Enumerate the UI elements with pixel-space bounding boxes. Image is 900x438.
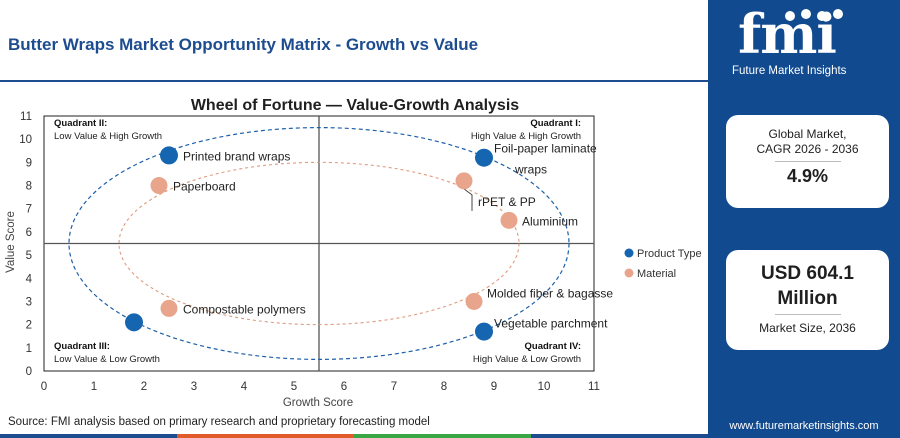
y-tick-label: 6 bbox=[26, 227, 32, 239]
product-type-point bbox=[125, 313, 143, 332]
legend-label: Material bbox=[637, 268, 676, 280]
x-tick-label: 11 bbox=[588, 381, 600, 393]
quadrant-labels: Quadrant II: Low Value & High Growth Quadr… bbox=[54, 118, 581, 365]
chart-title: Wheel of Fortune — Value-Growth Analysis bbox=[191, 97, 519, 114]
x-tick-label: 10 bbox=[538, 381, 551, 393]
x-tick-label: 0 bbox=[41, 381, 47, 393]
chart-legend: Product Type Material bbox=[624, 248, 702, 280]
point-label: Paperboard bbox=[173, 180, 236, 194]
y-axis-label: Value Score bbox=[5, 211, 17, 273]
product-type-point bbox=[475, 322, 493, 341]
cagr-label-line2: CAGR 2026 - 2036 bbox=[756, 142, 859, 156]
x-tick-label: 7 bbox=[391, 381, 397, 393]
quadrant-title: Quadrant III: bbox=[54, 341, 110, 352]
cagr-label-line1: Global Market, bbox=[768, 127, 847, 141]
logo-subtitle: Future Market Insights bbox=[732, 65, 847, 77]
title-divider bbox=[0, 80, 708, 82]
axes-group: 0 1 2 3 4 5 6 7 8 9 10 11 0 1 2 3 4 5 6 7 8 9 10 11 bbox=[19, 111, 600, 393]
website-link[interactable]: www.futuremarketinsights.com bbox=[729, 420, 879, 432]
page-title: Butter Wraps Market Opportunity Matrix -… bbox=[8, 35, 479, 54]
market-size-label: Market Size, 2036 bbox=[759, 321, 856, 335]
y-tick-label: 5 bbox=[26, 250, 32, 262]
x-tick-label: 2 bbox=[141, 381, 147, 393]
y-tick-label: 0 bbox=[26, 366, 32, 378]
quadrant-title: Quadrant II: bbox=[54, 118, 107, 129]
data-points bbox=[125, 146, 518, 341]
quadrant-desc: Low Value & High Growth bbox=[54, 131, 162, 142]
x-tick-label: 6 bbox=[341, 381, 347, 393]
product-type-point bbox=[160, 146, 178, 165]
legend-marker bbox=[624, 248, 634, 258]
logo-wordmark: fmi bbox=[738, 2, 837, 66]
x-tick-label: 5 bbox=[291, 381, 297, 393]
source-note: Source: FMI analysis based on primary re… bbox=[8, 416, 430, 428]
quadrant-title: Quadrant I: bbox=[530, 118, 581, 129]
market-size-value-line1: USD 604.1 bbox=[761, 263, 854, 284]
point-label: Printed brand wraps bbox=[183, 149, 290, 163]
point-label: Molded fiber & bagasse bbox=[487, 286, 613, 300]
point-label: Vegetable parchment bbox=[494, 317, 608, 331]
x-tick-label: 8 bbox=[441, 381, 447, 393]
market-size-divider bbox=[774, 314, 841, 315]
point-label: Aluminium bbox=[522, 214, 578, 228]
quadrant-desc: Low Value & Low Growth bbox=[54, 354, 160, 365]
x-tick-label: 1 bbox=[91, 381, 97, 393]
point-label: Compostable polymers bbox=[183, 302, 306, 316]
product-type-point bbox=[475, 148, 493, 167]
y-tick-label: 7 bbox=[26, 204, 32, 216]
fmi-logo: fmi Future Market Insights bbox=[708, 0, 900, 84]
legend-marker bbox=[624, 268, 634, 278]
quadrant-title: Quadrant IV: bbox=[525, 341, 581, 352]
outer-ellipse bbox=[68, 126, 570, 361]
cagr-divider bbox=[774, 161, 841, 162]
point-label: wraps bbox=[514, 163, 547, 177]
market-size-card: USD 604.1 Million Market Size, 2036 bbox=[726, 250, 889, 350]
label-connector bbox=[463, 188, 473, 211]
material-point bbox=[500, 211, 518, 229]
stripe-green bbox=[354, 434, 531, 438]
x-axis-label: Growth Score bbox=[283, 397, 353, 409]
y-tick-label: 2 bbox=[26, 320, 32, 332]
point-label: Foil-paper laminate bbox=[494, 142, 597, 156]
cagr-card: Global Market, CAGR 2026 - 2036 4.9% bbox=[726, 115, 889, 208]
cagr-value: 4.9% bbox=[786, 166, 829, 186]
y-tick-label: 11 bbox=[20, 111, 32, 123]
ellipses bbox=[68, 126, 570, 361]
legend-label: Product Type bbox=[637, 248, 702, 260]
material-point bbox=[455, 172, 473, 190]
sidebar-panel: fmi Future Market Insights Global Market… bbox=[708, 0, 900, 438]
market-size-value: USD 604.1 Million bbox=[726, 261, 889, 311]
inner-ellipse bbox=[118, 161, 520, 326]
stripe-orange bbox=[177, 434, 354, 438]
point-label: rPET & PP bbox=[478, 195, 536, 209]
x-tick-label: 3 bbox=[191, 381, 197, 393]
quadrant-desc: High Value & Low Growth bbox=[473, 354, 581, 365]
y-tick-label: 4 bbox=[26, 273, 33, 285]
y-tick-label: 10 bbox=[19, 134, 32, 146]
y-tick-label: 8 bbox=[26, 181, 32, 193]
material-point bbox=[150, 177, 168, 195]
material-point bbox=[465, 292, 483, 310]
x-tick-label: 9 bbox=[491, 381, 497, 393]
bottom-color-stripe bbox=[0, 434, 708, 438]
point-labels: Printed brand wraps Foil-paper laminate wr… bbox=[173, 142, 613, 331]
y-tick-label: 3 bbox=[26, 296, 32, 308]
cagr-label: Global Market, CAGR 2026 - 2036 bbox=[726, 127, 889, 157]
market-size-value-line2: Million bbox=[777, 288, 838, 309]
x-tick-label: 4 bbox=[241, 381, 248, 393]
logo-dots-icon bbox=[785, 9, 843, 21]
y-tick-label: 9 bbox=[26, 157, 32, 169]
opportunity-matrix-chart: Wheel of Fortune — Value-Growth Analysis… bbox=[5, 97, 702, 409]
y-tick-label: 1 bbox=[26, 343, 32, 355]
stripe-blue bbox=[0, 434, 177, 438]
material-point bbox=[160, 299, 178, 317]
stripe-blue-2 bbox=[531, 434, 708, 438]
label-connectors bbox=[463, 188, 473, 211]
quadrant-desc: High Value & High Growth bbox=[471, 131, 581, 142]
